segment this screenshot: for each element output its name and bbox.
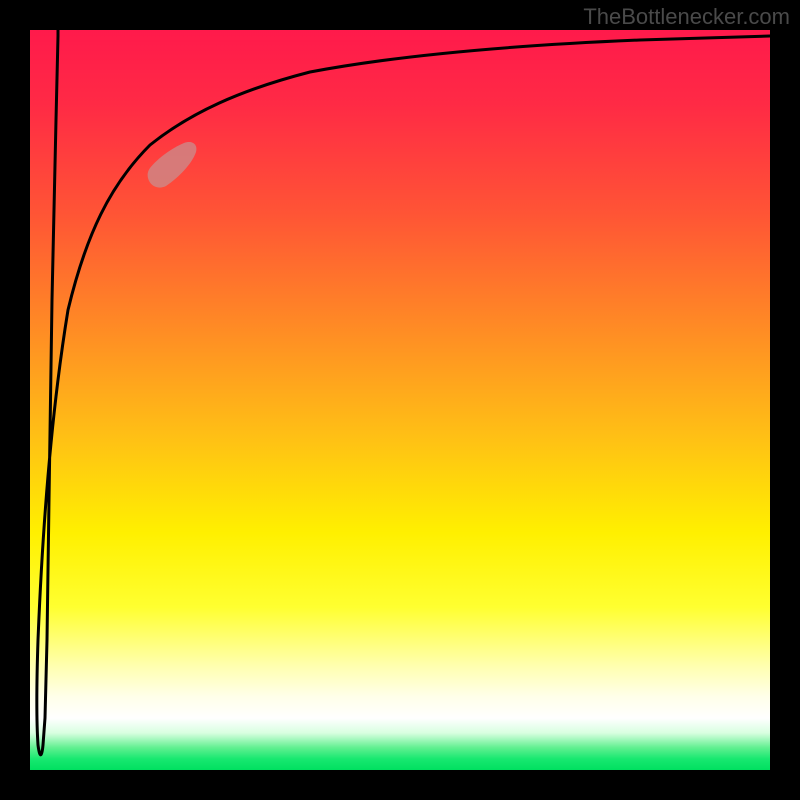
plot-area [30,30,770,770]
watermark-text: TheBottlenecker.com [583,4,790,30]
chart-container: TheBottlenecker.com [0,0,800,800]
